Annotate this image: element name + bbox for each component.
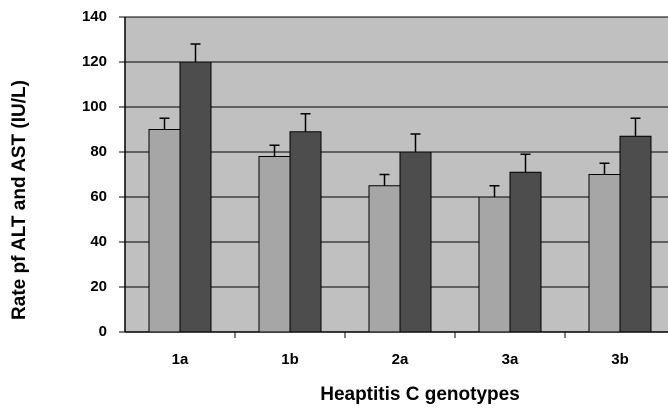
bar [368, 185, 401, 333]
bar [509, 171, 542, 333]
bar [179, 61, 212, 333]
error-bar [159, 117, 170, 130]
x-axis-title: Heaptitis C genotypes [320, 384, 520, 405]
x-tick-label: 1b [281, 351, 299, 368]
error-bar [410, 133, 421, 152]
error-bar [300, 113, 311, 132]
bar [588, 174, 621, 333]
bar [478, 196, 511, 333]
y-axis-title: Rate pf ALT and AST (IU/L) [9, 80, 30, 320]
y-tick-label: 120 [82, 53, 107, 70]
y-tick-label: 100 [82, 98, 107, 115]
y-tick-label: 60 [90, 188, 107, 205]
x-tick-label: 3b [611, 351, 629, 368]
x-tick-label: 3a [502, 351, 519, 368]
y-tick-label: 80 [90, 143, 107, 160]
bar [619, 135, 652, 333]
error-bar [269, 144, 280, 157]
error-bar [489, 185, 500, 197]
error-bar [630, 117, 641, 137]
error-bar [599, 162, 610, 175]
bar [258, 156, 291, 333]
y-tick-label: 20 [90, 278, 107, 295]
y-tick-label: 0 [99, 323, 107, 340]
x-tick-label: 2a [392, 351, 409, 368]
y-tick-label: 140 [82, 8, 107, 25]
error-bar [379, 173, 390, 186]
y-tick-label: 40 [90, 233, 107, 250]
x-tick-label: 1a [172, 351, 189, 368]
bar [289, 131, 322, 333]
bar [399, 151, 432, 333]
bar [148, 129, 181, 333]
error-bar [520, 153, 531, 173]
error-bar [190, 43, 201, 62]
